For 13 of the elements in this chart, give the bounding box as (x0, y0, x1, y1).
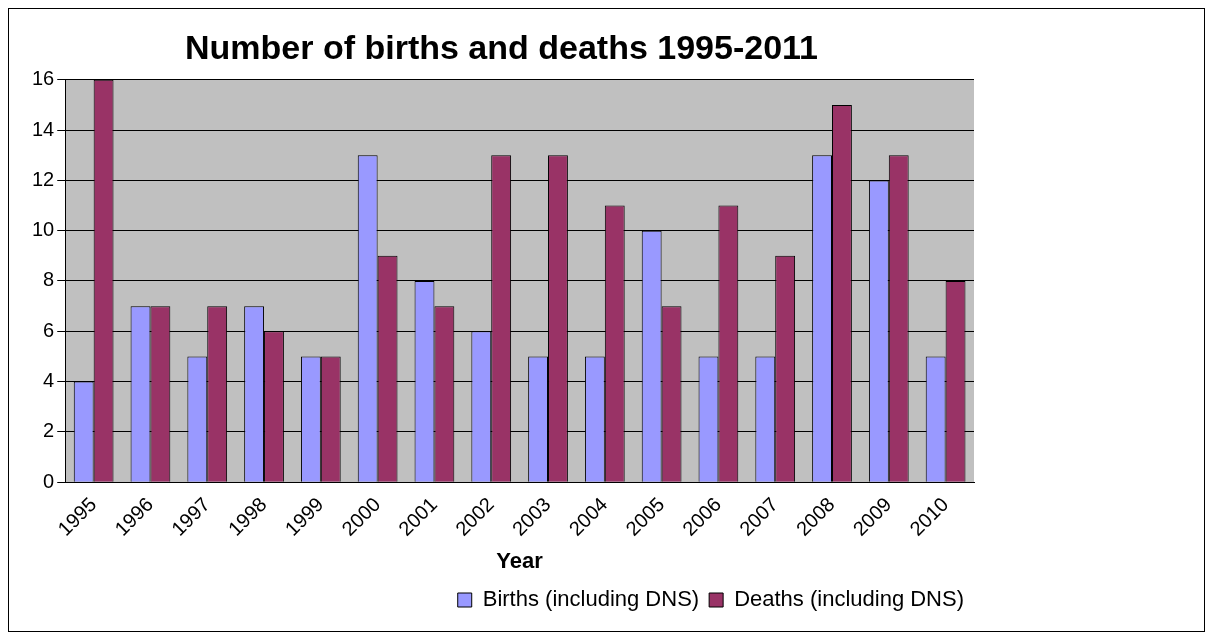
chart-title: Number of births and deaths 1995-2011 (185, 27, 818, 66)
y-tick-label: 2 (43, 419, 55, 442)
y-tick-label: 0 (43, 469, 55, 492)
y-tick-label: 8 (43, 268, 55, 291)
y-tick-label: 4 (43, 369, 55, 392)
legend-label: Deaths (including DNS) (734, 586, 964, 612)
x-axis-title: Year (496, 547, 544, 573)
y-tick-label: 10 (32, 218, 55, 241)
legend-label: Births (including DNS) (482, 586, 700, 612)
y-tick-label: 16 (32, 67, 55, 90)
y-tick-label: 14 (32, 117, 55, 140)
y-tick-label: 12 (32, 167, 55, 190)
y-tick-label: 6 (43, 318, 55, 341)
